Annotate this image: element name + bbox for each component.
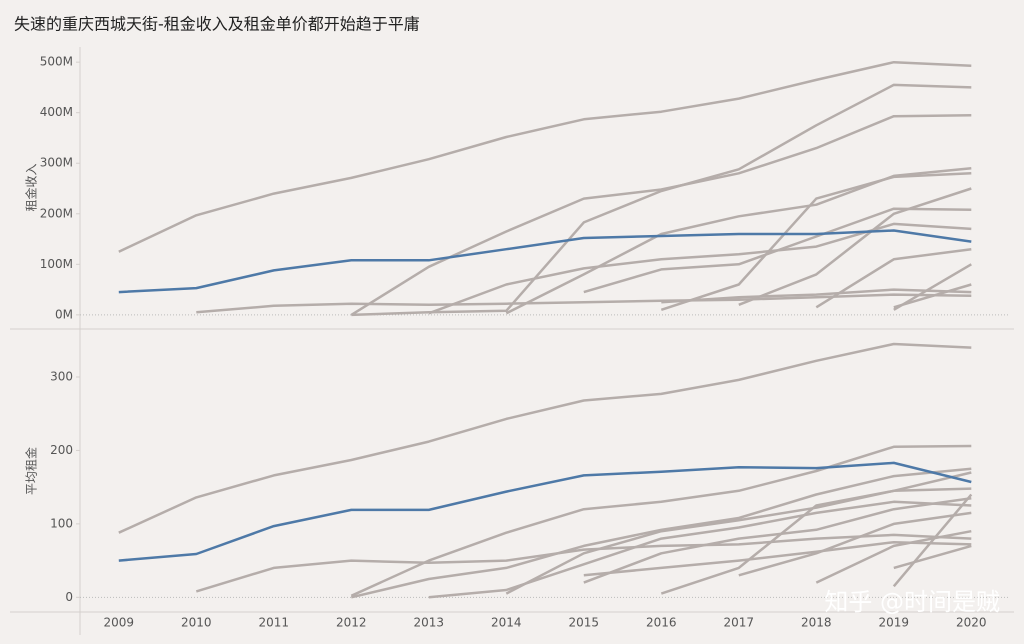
x-tick-label: 2016	[646, 616, 677, 630]
x-tick-label: 2011	[258, 616, 289, 630]
watermark: 知乎 @时间是贼	[824, 588, 1000, 616]
x-tick-label: 2019	[878, 616, 909, 630]
y-tick-label: 0	[65, 590, 73, 604]
series-line	[351, 467, 972, 599]
series-line	[660, 471, 972, 595]
y-tick-label: 100	[50, 516, 73, 530]
series-line	[893, 544, 972, 570]
series-line	[815, 529, 972, 584]
y-tick-label: 200M	[40, 206, 73, 220]
series-line	[738, 187, 972, 306]
x-tick-label: 2012	[336, 616, 367, 630]
x-tick-label: 2018	[801, 616, 832, 630]
series-line	[118, 60, 972, 253]
series-line	[815, 247, 972, 309]
series-line	[583, 496, 972, 584]
x-tick-label: 2009	[103, 616, 134, 630]
x-tick-label: 2013	[413, 616, 444, 630]
series-line	[118, 461, 972, 562]
y-axis-title: 平均租金	[24, 447, 39, 495]
series-line	[350, 444, 972, 597]
series-line	[738, 511, 972, 577]
y-tick-label: 400M	[40, 105, 73, 119]
series-line	[351, 83, 972, 317]
y-tick-label: 100M	[40, 257, 73, 271]
series-line	[893, 283, 972, 309]
y-tick-label: 300	[50, 370, 73, 384]
series-line	[892, 493, 973, 588]
chart-title: 失速的重庆西城天街-租金收入及租金单价都开始趋于平庸	[14, 15, 420, 34]
series-line	[118, 229, 972, 294]
y-tick-label: 0M	[55, 307, 73, 321]
y-tick-label: 500M	[40, 55, 73, 69]
series-line	[196, 293, 972, 314]
x-tick-label: 2020	[956, 616, 987, 630]
series-line	[118, 342, 972, 534]
x-tick-label: 2017	[723, 616, 754, 630]
series-line	[583, 540, 972, 577]
series-line	[661, 288, 972, 304]
series-line	[195, 533, 972, 593]
series-line	[350, 113, 972, 316]
y-tick-label: 200	[50, 443, 73, 457]
x-tick-label: 2015	[568, 616, 599, 630]
x-tick-label: 2014	[491, 616, 522, 630]
y-tick-label: 300M	[40, 156, 73, 170]
x-tick-label: 2010	[181, 616, 212, 630]
series-line	[660, 172, 972, 311]
series-line	[428, 222, 972, 315]
y-axis-title: 租金收入	[24, 163, 39, 211]
